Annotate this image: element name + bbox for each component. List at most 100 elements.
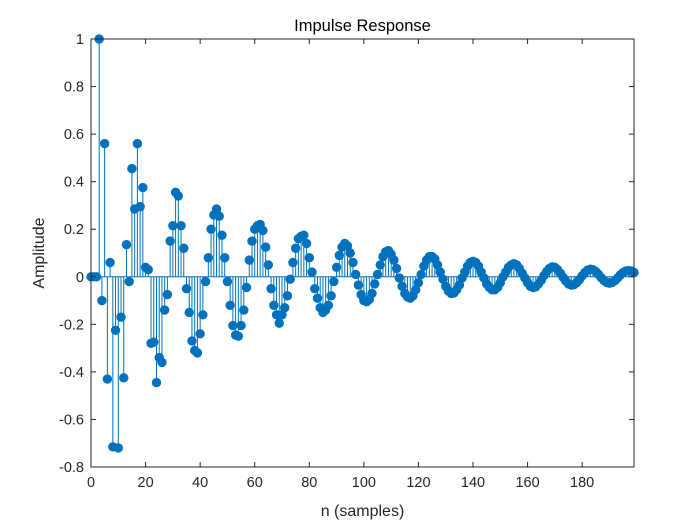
x-tick-label: 20 xyxy=(138,475,154,491)
y-tick-label: -0.4 xyxy=(59,365,84,381)
x-tick-label: 60 xyxy=(247,475,263,491)
stem-marker xyxy=(266,283,276,294)
stem-marker xyxy=(274,318,284,328)
stem-marker xyxy=(285,274,295,284)
stem-marker xyxy=(113,443,123,453)
stem-marker xyxy=(124,276,134,287)
stem-marker xyxy=(326,291,336,301)
stem-marker xyxy=(304,253,314,263)
stem-marker xyxy=(299,230,309,240)
stem-marker xyxy=(389,255,399,265)
stem-marker xyxy=(149,337,159,347)
stem-marker xyxy=(206,224,216,234)
stem-marker xyxy=(179,243,189,253)
x-tick-label: 40 xyxy=(192,475,208,491)
stem-marker xyxy=(151,377,162,388)
y-tick-label: -0.8 xyxy=(59,460,84,476)
stem-marker xyxy=(214,211,224,221)
stem-marker xyxy=(312,293,323,303)
stem-marker xyxy=(225,300,235,311)
stem-marker xyxy=(372,269,383,280)
stem-marker xyxy=(260,242,271,252)
y-tick-label: -0.6 xyxy=(59,412,84,428)
stem-marker xyxy=(247,236,257,246)
stem-marker xyxy=(307,267,317,277)
stem-marker xyxy=(310,283,320,294)
y-tick-label: 0.8 xyxy=(64,80,84,96)
y-axis-ticks: 1 0.8 0.6 0.4 0.2 0 -0.2 -0.4 -0.6 -0.8 xyxy=(59,32,634,476)
stem-marker xyxy=(168,220,178,231)
stem-marker xyxy=(350,269,361,280)
stem-marker xyxy=(394,273,405,283)
stem-marker xyxy=(162,289,173,300)
stem-marker xyxy=(345,248,355,258)
x-tick-label: 100 xyxy=(352,475,376,491)
stem-marker xyxy=(222,276,233,287)
stem-marker xyxy=(203,253,214,263)
x-tick-label: 160 xyxy=(515,475,539,491)
stem-marker xyxy=(110,325,121,335)
y-tick-label: 0.2 xyxy=(64,222,84,238)
stem-marker xyxy=(329,276,339,287)
stem-marker xyxy=(195,329,205,339)
stem-marker xyxy=(116,312,126,322)
stem-marker xyxy=(97,295,107,306)
x-tick-label: 120 xyxy=(406,475,430,491)
stem-marker xyxy=(176,220,186,231)
stem-markers xyxy=(86,34,639,453)
stem-marker xyxy=(280,302,290,313)
stem-marker xyxy=(367,288,377,299)
stem-marker xyxy=(119,373,129,383)
x-tick-label: 140 xyxy=(461,475,485,491)
x-tick-label: 180 xyxy=(570,475,594,491)
y-tick-label: 1 xyxy=(76,32,84,48)
stem-marker xyxy=(135,201,145,212)
stem-marker xyxy=(236,320,246,331)
stem-marker xyxy=(187,336,197,346)
stem-marker xyxy=(102,374,113,384)
stem-marker xyxy=(228,320,238,331)
stem-marker xyxy=(348,257,358,268)
stem-marker xyxy=(220,253,230,263)
stem-marker xyxy=(269,300,279,311)
stem-marker xyxy=(413,278,424,288)
stem-marker xyxy=(138,182,148,193)
stem-marker xyxy=(165,236,175,246)
y-tick-label: -0.2 xyxy=(59,317,84,333)
stem-marker xyxy=(181,283,192,294)
stem-marker xyxy=(217,230,227,240)
stem-marker xyxy=(200,276,211,287)
stem-marker xyxy=(288,257,298,268)
stem-marker xyxy=(127,163,137,174)
stem-marker xyxy=(121,239,132,250)
y-tick-label: 0 xyxy=(76,270,84,286)
stem-marker xyxy=(173,191,184,201)
x-axis-ticks: 0 20 40 60 80 100 120 140 160 180 xyxy=(87,39,594,491)
stem-marker xyxy=(241,282,252,293)
stem-marker xyxy=(198,310,208,320)
stem-marker xyxy=(184,307,194,318)
y-axis-label: Amplitude xyxy=(31,217,48,288)
stem-marker xyxy=(334,250,345,261)
y-tick-label: 0.6 xyxy=(64,127,84,143)
stem-marker xyxy=(353,280,364,290)
stem-marker xyxy=(323,300,334,311)
stem-marker xyxy=(244,255,254,265)
x-axis-label: n (samples) xyxy=(321,503,405,520)
stem-marker xyxy=(239,305,249,315)
axes-box xyxy=(90,38,635,468)
stem-marker xyxy=(416,269,426,280)
stem-marker xyxy=(192,348,203,358)
stem-marker xyxy=(391,263,402,274)
stem-marker xyxy=(233,331,244,341)
stem-marker xyxy=(263,260,274,270)
stem-marker xyxy=(258,225,268,236)
x-tick-label: 80 xyxy=(301,475,317,491)
stem-marker xyxy=(301,238,312,249)
stem-marker xyxy=(331,262,342,272)
y-tick-label: 0.4 xyxy=(64,175,84,191)
stem-marker xyxy=(99,138,110,149)
stem-marker xyxy=(159,305,170,315)
stem-marker xyxy=(370,279,380,289)
